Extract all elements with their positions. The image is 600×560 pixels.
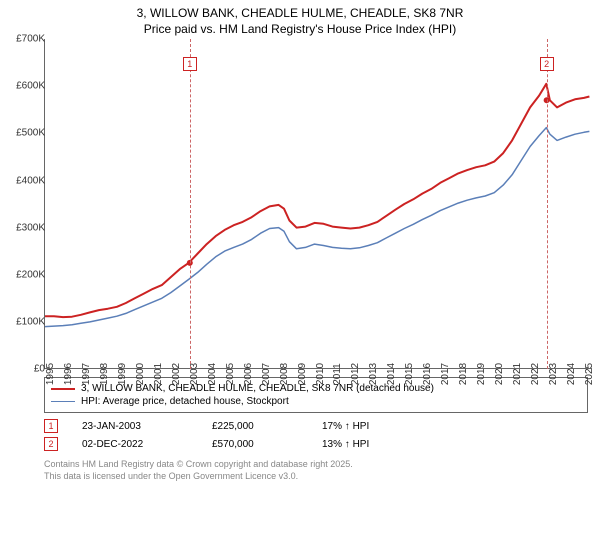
x-axis-tick-label: 2013 xyxy=(368,363,379,385)
legend-label: 3, WILLOW BANK, CHEADLE HULME, CHEADLE, … xyxy=(81,383,434,394)
legend-swatch xyxy=(51,401,75,402)
transaction-marker: 2 xyxy=(44,437,58,451)
title-address: 3, WILLOW BANK, CHEADLE HULME, CHEADLE, … xyxy=(10,6,590,22)
x-axis-tick-label: 2000 xyxy=(135,363,146,385)
legend-label: HPI: Average price, detached house, Stoc… xyxy=(81,396,289,407)
x-axis-tick-label: 2001 xyxy=(153,363,164,385)
chart-marker-2: 2 xyxy=(540,57,554,71)
transaction-marker: 1 xyxy=(44,419,58,433)
y-axis-tick-label: £0 xyxy=(34,364,45,375)
x-axis-tick-label: 2010 xyxy=(315,363,326,385)
transaction-row: 2 02-DEC-2022£570,00013% ↑ HPI xyxy=(44,435,588,453)
x-axis-tick-label: 2016 xyxy=(422,363,433,385)
y-axis-tick-label: £700K xyxy=(16,34,45,45)
x-axis-tick-label: 2012 xyxy=(350,363,361,385)
transaction-row: 1 23-JAN-2003£225,00017% ↑ HPI xyxy=(44,417,588,435)
title-subtitle: Price paid vs. HM Land Registry's House … xyxy=(10,22,590,38)
chart-area: £0£100K£200K£300K£400K£500K£600K£700K199… xyxy=(6,39,592,369)
footer-license: This data is licensed under the Open Gov… xyxy=(44,471,588,483)
series-line-property xyxy=(45,84,589,317)
transaction-diff: 13% ↑ HPI xyxy=(322,439,369,450)
x-axis-tick-label: 2008 xyxy=(279,363,290,385)
x-axis-tick-label: 2021 xyxy=(512,363,523,385)
transaction-date: 23-JAN-2003 xyxy=(82,421,212,432)
x-axis-tick-label: 2002 xyxy=(171,363,182,385)
x-axis-tick-label: 2011 xyxy=(332,363,343,385)
transaction-diff: 17% ↑ HPI xyxy=(322,421,369,432)
plot-svg xyxy=(45,39,593,369)
x-axis-tick-label: 2017 xyxy=(440,363,451,385)
transactions-table: 1 23-JAN-2003£225,00017% ↑ HPI 2 02-DEC-202… xyxy=(44,417,588,453)
x-axis-tick-label: 2022 xyxy=(530,363,541,385)
x-axis-tick-label: 2009 xyxy=(297,363,308,385)
x-axis-tick-label: 2015 xyxy=(404,363,415,385)
x-axis-tick-label: 1996 xyxy=(63,363,74,385)
x-axis-tick-label: 2024 xyxy=(566,363,577,385)
plot-area: £0£100K£200K£300K£400K£500K£600K£700K199… xyxy=(44,39,592,369)
x-axis-tick-label: 2005 xyxy=(225,363,236,385)
x-axis-tick-label: 2014 xyxy=(386,363,397,385)
footer: Contains HM Land Registry data © Crown c… xyxy=(44,459,588,482)
x-axis-tick-label: 2004 xyxy=(207,363,218,385)
legend-swatch xyxy=(51,388,75,390)
x-axis-tick-label: 2019 xyxy=(476,363,487,385)
x-axis-tick-label: 2025 xyxy=(584,363,595,385)
transaction-date: 02-DEC-2022 xyxy=(82,439,212,450)
y-axis-tick-label: £200K xyxy=(16,269,45,280)
chart-marker-1: 1 xyxy=(183,57,197,71)
x-axis-tick-label: 1998 xyxy=(99,363,110,385)
x-axis-tick-label: 2018 xyxy=(458,363,469,385)
transaction-price: £225,000 xyxy=(212,421,322,432)
x-axis-tick-label: 1997 xyxy=(81,363,92,385)
footer-copyright: Contains HM Land Registry data © Crown c… xyxy=(44,459,588,471)
y-axis-tick-label: £600K xyxy=(16,81,45,92)
chart-title: 3, WILLOW BANK, CHEADLE HULME, CHEADLE, … xyxy=(0,0,600,39)
legend-row: HPI: Average price, detached house, Stoc… xyxy=(51,395,581,408)
x-axis-tick-label: 2020 xyxy=(494,363,505,385)
y-axis-tick-label: £100K xyxy=(16,317,45,328)
y-axis-tick-label: £300K xyxy=(16,222,45,233)
x-axis-tick-label: 2023 xyxy=(548,363,559,385)
y-axis-tick-label: £400K xyxy=(16,175,45,186)
y-axis-tick-label: £500K xyxy=(16,128,45,139)
x-axis-tick-label: 1999 xyxy=(117,363,128,385)
marker-vline xyxy=(190,39,191,369)
chart-container: 3, WILLOW BANK, CHEADLE HULME, CHEADLE, … xyxy=(0,0,600,560)
series-line-hpi xyxy=(45,128,589,327)
x-axis-tick-label: 2007 xyxy=(261,363,272,385)
x-axis-tick-label: 1995 xyxy=(45,363,56,385)
transaction-price: £570,000 xyxy=(212,439,322,450)
x-axis-tick-label: 2006 xyxy=(243,363,254,385)
marker-vline xyxy=(547,39,548,369)
